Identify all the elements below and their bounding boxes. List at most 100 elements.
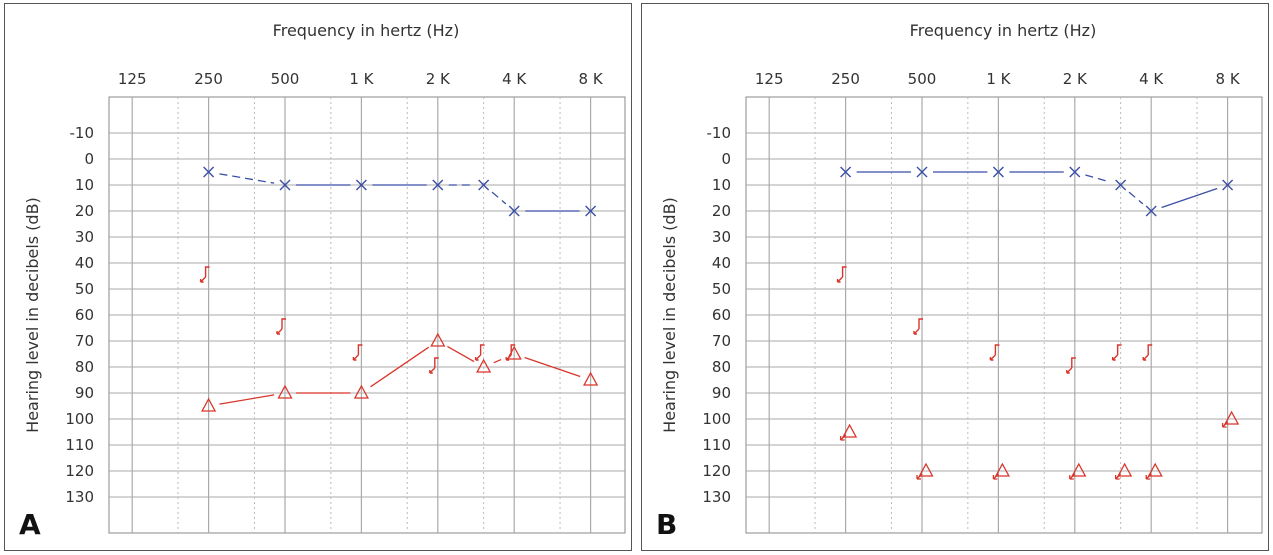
chart-0-ytick-label: 60 (75, 306, 94, 324)
chart-1-ytick-label: 80 (712, 358, 731, 376)
chart-1-series-0-line (1085, 174, 1111, 183)
chart-1-triangle-marker (1117, 462, 1133, 477)
chart-1-ytick-label: 130 (702, 488, 731, 506)
chart-1-title: Frequency in hertz (Hz) (910, 21, 1097, 40)
chart-0-series-0-line (219, 173, 275, 184)
chart-0-ytick-label: 100 (65, 410, 94, 428)
chart-1-triangle-marker (994, 462, 1010, 477)
chart-1-x-marker (992, 166, 1004, 178)
chart-1-bracket-marker (836, 266, 847, 283)
chart-0-series-1-line (447, 345, 475, 363)
chart-0-ytick-label: -10 (70, 124, 95, 142)
chart-1-bracket-marker (913, 318, 923, 335)
chart-0-series-0-line (491, 191, 507, 205)
chart-1-x-marker (1115, 179, 1127, 191)
chart-0-panel-letter: A (19, 508, 41, 541)
chart-1-triangle-marker (842, 423, 858, 438)
chart-1-x-marker (916, 166, 928, 178)
chart-0-bracket-marker (199, 266, 210, 283)
chart-1-noresponse-arrow (1114, 473, 1122, 480)
chart-1-noresponse-arrow (992, 473, 999, 480)
chart-1-ytick-label: 40 (712, 254, 731, 272)
chart-0-ylabel: Hearing level in decibels (dB) (23, 197, 42, 433)
chart-0-ytick-label: 50 (75, 280, 94, 298)
chart-1-ytick-label: 0 (721, 150, 731, 168)
chart-1-ytick-label: 110 (702, 436, 731, 454)
chart-1-ytick-label: 30 (712, 228, 731, 246)
chart-0-xtick-label: 1 K (349, 70, 374, 88)
chart-0-ytick-label: 10 (75, 176, 94, 194)
chart-1-triangle-marker (1071, 462, 1087, 477)
chart-0-bracket-marker (505, 344, 516, 361)
chart-0-xtick-label: 125 (118, 70, 147, 88)
chart-0-x-marker (478, 179, 490, 191)
audiogram-panel-b: Frequency in hertz (Hz) Hearing level in … (641, 3, 1269, 551)
chart-0-ytick-label: 40 (75, 254, 94, 272)
chart-1-x-marker (1069, 166, 1081, 178)
chart-0-triangle-marker (430, 332, 446, 347)
chart-1-noresponse-arrow (839, 434, 847, 441)
chart-1-ytick-label: 120 (702, 462, 731, 480)
chart-1-ytick-label: 90 (712, 384, 731, 402)
chart-1-triangle-marker (1224, 410, 1240, 425)
chart-0-xtick-label: 8 K (579, 70, 604, 88)
chart-0-x-marker (203, 166, 215, 178)
chart-0-x-marker (279, 179, 291, 191)
chart-1-xtick-label: 125 (755, 70, 784, 88)
chart-1-x-marker (1222, 179, 1234, 191)
chart-0-ytick-label: 0 (84, 150, 94, 168)
chart-0-series-1-line (370, 346, 430, 388)
chart-0-ytick-label: 90 (75, 384, 94, 402)
chart-1-triangle-marker (918, 462, 934, 477)
chart-0-triangle-marker (277, 384, 293, 399)
chart-0-series-1-line (524, 356, 581, 378)
chart-1-xtick-label: 8 K (1216, 70, 1241, 88)
chart-1-bracket-marker (989, 344, 1000, 361)
chart-1-triangle-marker (1147, 462, 1163, 477)
chart-0-bracket-marker (474, 344, 485, 361)
chart-0-bracket-marker (429, 357, 439, 374)
chart-0-series-1-line (219, 394, 275, 405)
chart-1-ylabel: Hearing level in decibels (dB) (660, 197, 679, 433)
chart-1-xtick-label: 500 (908, 70, 937, 88)
chart-0-triangle-marker (201, 397, 217, 412)
chart-0-ytick-label: 30 (75, 228, 94, 246)
chart-1-series-0-line (1161, 187, 1218, 209)
chart-1-ytick-label: 50 (712, 280, 731, 298)
chart-1-x-marker (840, 166, 852, 178)
chart-1-x-marker (1145, 205, 1157, 217)
chart-0-bracket-marker (352, 344, 363, 361)
chart-0-x-marker (585, 205, 597, 217)
chart-0-ytick-label: 130 (65, 488, 94, 506)
chart-1-noresponse-arrow (1069, 473, 1076, 480)
chart-0-ytick-label: 80 (75, 358, 94, 376)
chart-0-ytick-label: 120 (65, 462, 94, 480)
chart-1-series-0-line (1128, 191, 1144, 205)
chart-1-panel-letter: B (656, 508, 677, 541)
chart-0-bracket-marker (276, 318, 286, 335)
chart-0-ytick-label: 20 (75, 202, 94, 220)
chart-0-xtick-label: 4 K (502, 70, 527, 88)
chart-1-xtick-label: 250 (831, 70, 860, 88)
chart-1-bracket-marker (1142, 344, 1153, 361)
chart-0-xtick-label: 250 (194, 70, 223, 88)
chart-0-xtick-label: 500 (271, 70, 300, 88)
chart-1-noresponse-arrow (1145, 473, 1152, 480)
chart-1-ytick-label: 60 (712, 306, 731, 324)
chart-1-ytick-label: 70 (712, 332, 731, 350)
chart-0-title: Frequency in hertz (Hz) (273, 21, 460, 40)
audiogram-panel-a: Frequency in hertz (Hz) Hearing level in … (4, 3, 632, 551)
chart-0-ytick-label: 110 (65, 436, 94, 454)
chart-1-ytick-label: -10 (707, 124, 732, 142)
chart-0-x-marker (432, 179, 444, 191)
chart-0-triangle-marker (583, 371, 599, 386)
chart-1-noresponse-arrow (1221, 421, 1229, 428)
chart-1-noresponse-arrow (916, 473, 923, 480)
chart-0-x-marker (355, 179, 367, 191)
chart-0-series-1-line (493, 357, 505, 364)
audiogram-chart-b: Frequency in hertz (Hz) Hearing level in … (656, 21, 1263, 541)
chart-0-ytick-label: 70 (75, 332, 94, 350)
chart-1-ytick-label: 100 (702, 410, 731, 428)
chart-1-bracket-marker (1111, 344, 1122, 361)
chart-0-triangle-marker (476, 358, 492, 373)
